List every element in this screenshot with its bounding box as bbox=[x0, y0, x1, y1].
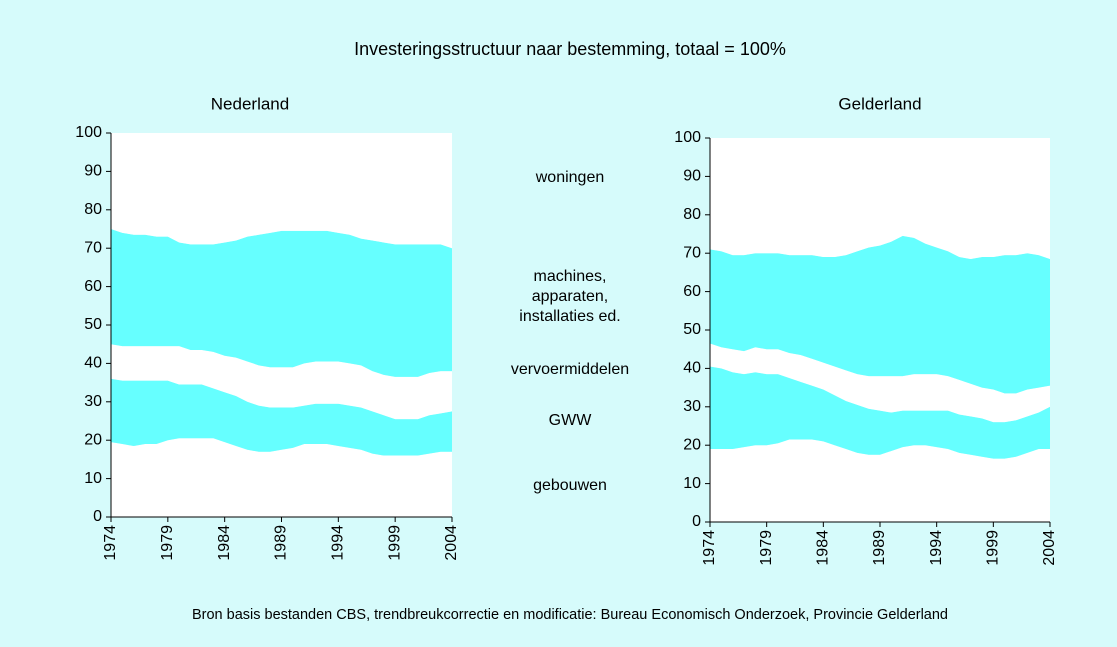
x-tick-label: 1999 bbox=[386, 525, 403, 561]
y-tick-label: 70 bbox=[683, 244, 701, 261]
y-tick-label: 20 bbox=[683, 436, 701, 453]
area bbox=[111, 344, 452, 420]
area bbox=[710, 235, 1050, 394]
y-tick-label: 90 bbox=[683, 168, 701, 185]
x-tick-label: 1979 bbox=[758, 530, 775, 566]
x-tick-label: 1974 bbox=[102, 525, 119, 561]
area bbox=[111, 133, 452, 249]
chart-title: Investeringsstructuur naar bestemming, t… bbox=[354, 39, 786, 59]
legend-label: machines, apparaten, installaties ed. bbox=[519, 268, 621, 325]
y-tick-label: 0 bbox=[93, 508, 102, 525]
x-tick-label: 2004 bbox=[443, 525, 460, 561]
area bbox=[111, 438, 452, 517]
y-tick-label: 10 bbox=[84, 470, 102, 487]
y-tick-label: 10 bbox=[683, 475, 701, 492]
x-tick-label: 1989 bbox=[273, 525, 290, 561]
area bbox=[710, 439, 1050, 522]
area bbox=[710, 138, 1050, 259]
y-tick-label: 100 bbox=[674, 129, 701, 146]
x-tick-label: 1974 bbox=[701, 530, 718, 566]
y-tick-label: 20 bbox=[84, 431, 102, 448]
y-tick-label: 50 bbox=[683, 321, 701, 338]
y-tick-label: 30 bbox=[683, 398, 701, 415]
area bbox=[710, 343, 1050, 423]
x-tick-label: 1994 bbox=[330, 525, 347, 561]
x-tick-label: 2004 bbox=[1041, 530, 1058, 566]
area bbox=[710, 366, 1050, 459]
y-tick-label: 60 bbox=[84, 278, 102, 295]
y-tick-label: 50 bbox=[84, 316, 102, 333]
y-tick-label: 30 bbox=[84, 393, 102, 410]
y-tick-label: 40 bbox=[683, 360, 701, 377]
y-tick-label: 90 bbox=[84, 163, 102, 180]
x-tick-label: 1984 bbox=[815, 530, 832, 566]
subplot-title: Gelderland bbox=[838, 94, 921, 113]
legend-label: vervoermiddelen bbox=[510, 361, 630, 378]
y-tick-label: 100 bbox=[75, 124, 102, 141]
y-tick-label: 70 bbox=[84, 239, 102, 256]
area bbox=[111, 229, 452, 377]
y-tick-label: 40 bbox=[84, 355, 102, 372]
legend-label: GWW bbox=[548, 412, 592, 429]
y-tick-label: 0 bbox=[692, 513, 701, 530]
source-note: Bron basis bestanden CBS, trendbreukcorr… bbox=[192, 607, 948, 623]
x-tick-label: 1984 bbox=[216, 525, 233, 561]
y-tick-label: 60 bbox=[683, 283, 701, 300]
subplot-title: Nederland bbox=[211, 94, 289, 113]
x-tick-label: 1994 bbox=[928, 530, 945, 566]
x-tick-label: 1989 bbox=[871, 530, 888, 566]
x-tick-label: 1979 bbox=[159, 525, 176, 561]
legend-label: gebouwen bbox=[533, 477, 607, 494]
y-tick-label: 80 bbox=[683, 206, 701, 223]
area bbox=[111, 378, 452, 456]
x-tick-label: 1999 bbox=[985, 530, 1002, 566]
y-tick-label: 80 bbox=[84, 201, 102, 218]
legend-label: woningen bbox=[535, 169, 605, 186]
